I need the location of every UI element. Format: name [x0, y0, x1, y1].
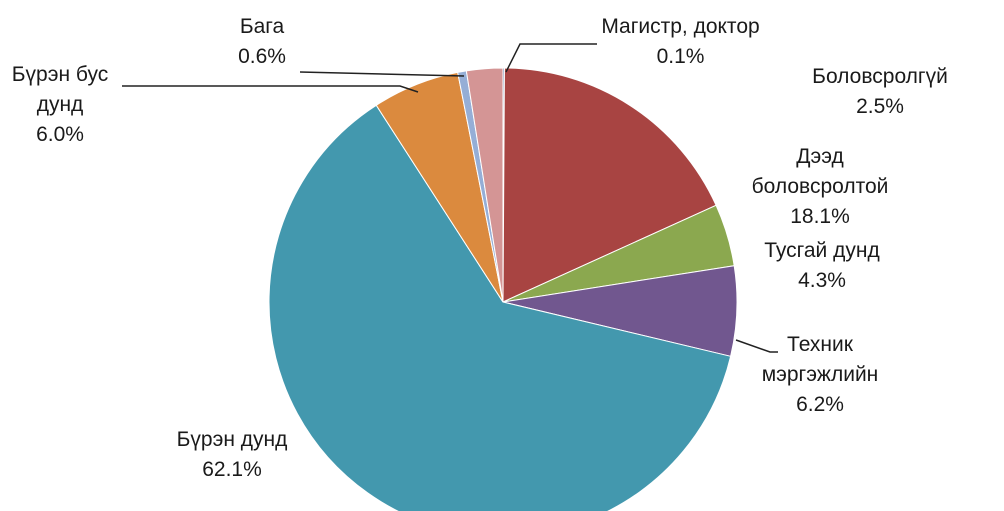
label-value: 4.3% — [798, 269, 846, 292]
label-value: 6.0% — [36, 123, 84, 146]
label-name: Бага — [239, 15, 285, 38]
label-name: Магистр, доктор — [601, 15, 760, 38]
label-name: Боловсролгүй — [812, 65, 948, 88]
slice-label: Бага 0.6% — [212, 12, 312, 72]
label-name: Техник мэргэжлийн — [761, 333, 879, 386]
slice-label: Боловсролгүй 2.5% — [790, 62, 970, 122]
slice-label: Магистр, доктор 0.1% — [598, 12, 763, 72]
label-name: Бүрэн дунд — [176, 428, 288, 451]
slice-label: Дээд боловсролтой 18.1% — [720, 142, 920, 232]
leader-line — [735, 339, 778, 353]
label-name: Бүрэн бус дунд — [11, 63, 109, 116]
leader-line — [505, 43, 597, 73]
label-value: 0.6% — [238, 45, 286, 68]
pie-slice — [502, 67, 717, 303]
label-value: 62.1% — [202, 458, 262, 481]
label-name: Тусгай дунд — [764, 239, 880, 262]
slice-label: Тусгай дунд 4.3% — [722, 236, 922, 296]
slice-label: Техник мэргэжлийн 6.2% — [745, 330, 895, 420]
leader-line — [122, 85, 419, 93]
leader-line — [299, 71, 465, 77]
label-value: 2.5% — [856, 95, 904, 118]
pie-slice — [268, 104, 732, 511]
pie-slice — [465, 67, 504, 303]
slice-label: Бүрэн бус дунд 6.0% — [0, 60, 120, 150]
label-value: 0.1% — [656, 45, 705, 68]
label-value: 18.1% — [790, 205, 850, 228]
label-name: Дээд боловсролтой — [751, 145, 889, 198]
slice-label: Бүрэн дунд 62.1% — [132, 425, 332, 485]
label-value: 6.2% — [796, 393, 844, 416]
